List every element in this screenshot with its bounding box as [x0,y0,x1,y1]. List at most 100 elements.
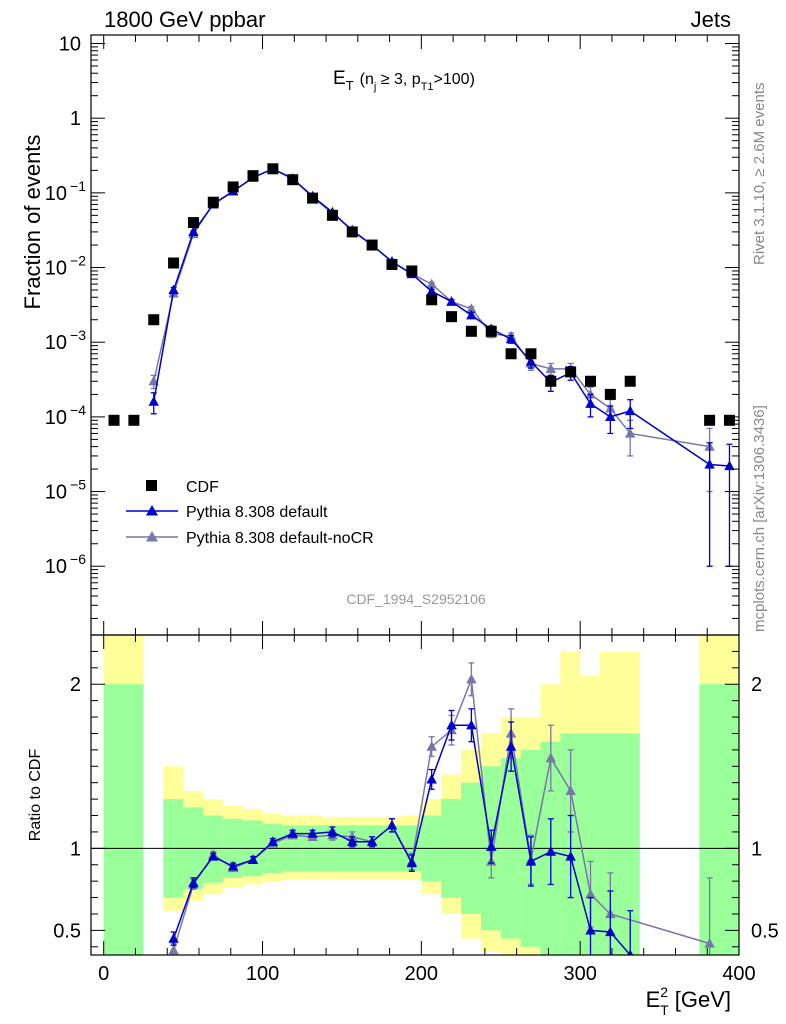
ratio-point [347,836,358,846]
ratio-point [446,719,457,730]
triangle-point [624,405,636,416]
data-point [187,217,199,229]
main-ylabel: Fraction of events [20,135,45,310]
ratio-band-outer-group [103,635,739,955]
legend-nocr-marker [146,531,158,542]
data-point [406,265,418,277]
ratio-point [168,933,179,943]
data-point [287,174,299,186]
legend-nocr-label: Pythia 8.308 default-noCR [186,530,374,547]
ratio-point [386,819,398,830]
legend-default-marker [146,505,158,516]
data-point [227,181,239,193]
legend: CDF Pythia 8.308 default Pythia 8.308 de… [126,479,374,547]
ratio-point [366,836,378,846]
title-main: E [333,68,346,89]
data-point [505,348,517,360]
xaxis-label: E2 T [GeV] [646,984,731,1018]
y-tick-label: 10 [59,34,81,56]
legend-cdf-marker [146,480,157,491]
ratio-frame [90,634,740,956]
y-tick-label: 10 [45,407,67,429]
ratio-point [505,741,517,751]
xlabel-sub: T [660,1002,669,1018]
y-tick-exponent: −2 [70,253,86,269]
y-tick-exponent: −6 [70,551,86,567]
triangle-point [525,356,537,366]
ratio-band-inner-group [103,684,739,955]
data-point [168,257,180,269]
side-mcplots-label: mcplots.cern.ch [arXiv:1306.3436] [751,405,768,632]
ratio-point [545,752,557,763]
ratio-point [227,860,239,871]
ratio-y-tick-label-right: 1 [751,838,762,860]
ratio-point [247,854,259,864]
data-point [545,375,557,387]
ratio-y-tick-label: 0.5 [53,920,81,942]
data-point [326,209,338,221]
ratio-marks-group [168,662,715,955]
ratio-point [287,828,298,838]
header-left-label: 1800 GeV ppbar [104,7,265,32]
data-point [247,170,259,182]
ratio-point [627,949,634,955]
ratio-point [267,836,279,846]
main-marks-group [108,163,735,567]
triangle-point [426,278,437,289]
y-tick-label: 1 [70,108,81,130]
title-mid: ≥ 3, p [376,71,420,88]
triangle-point [148,396,159,406]
triangle-point [446,296,457,306]
ratio-point [406,857,418,868]
triangle-point [585,388,596,399]
ratio-point [327,826,338,837]
ratio-band-inner [619,733,640,955]
data-point [366,239,378,251]
data-point [346,226,358,238]
triangle-point [605,411,616,422]
triangle-point [704,459,715,469]
ratio-band-inner [103,684,144,955]
triangle-point [724,460,735,471]
data-point [624,375,636,387]
analysis-watermark: CDF_1994_S2952106 [346,591,486,607]
x-tick-label: 400 [722,963,755,985]
triangle-point [545,363,557,373]
title-main-sub: T [346,78,354,93]
ratio-y-tick-label-right: 0.5 [751,920,779,942]
ratio-band-inner [600,733,620,955]
ratio-band-inner [699,684,739,955]
ratio-point [168,944,179,955]
side-rivet-label: Rivet 3.1.10, ≥ 2.6M events [751,83,768,266]
data-point [386,258,398,270]
ratio-ylabel: Ratio to CDF [27,749,44,842]
triangle-point [624,427,636,438]
ratio-band-inner [202,815,223,883]
y-tick-label: 10 [45,183,67,205]
y-tick-label: 10 [45,556,67,578]
ratio-point [525,855,537,866]
data-point [446,311,458,323]
data-point [148,314,160,326]
title-pre: (n [360,71,374,88]
triangle-point [466,309,477,320]
xlabel-main: E [646,987,661,1012]
ratio-point [307,828,318,838]
triangle-point [168,284,179,295]
triangle-point [188,226,199,237]
data-point [267,163,279,175]
data-point [128,414,140,426]
data-point [307,192,319,204]
ratio-point [565,785,576,796]
data-point [525,348,537,360]
series-line-default [152,167,730,467]
ratio-point [347,831,358,841]
ratio-point [466,673,477,684]
data-point [704,414,716,426]
data-point [465,325,477,337]
ratio-y-tick-label-right: 2 [751,674,762,696]
y-tick-exponent: −5 [70,477,86,493]
data-point [485,325,497,337]
